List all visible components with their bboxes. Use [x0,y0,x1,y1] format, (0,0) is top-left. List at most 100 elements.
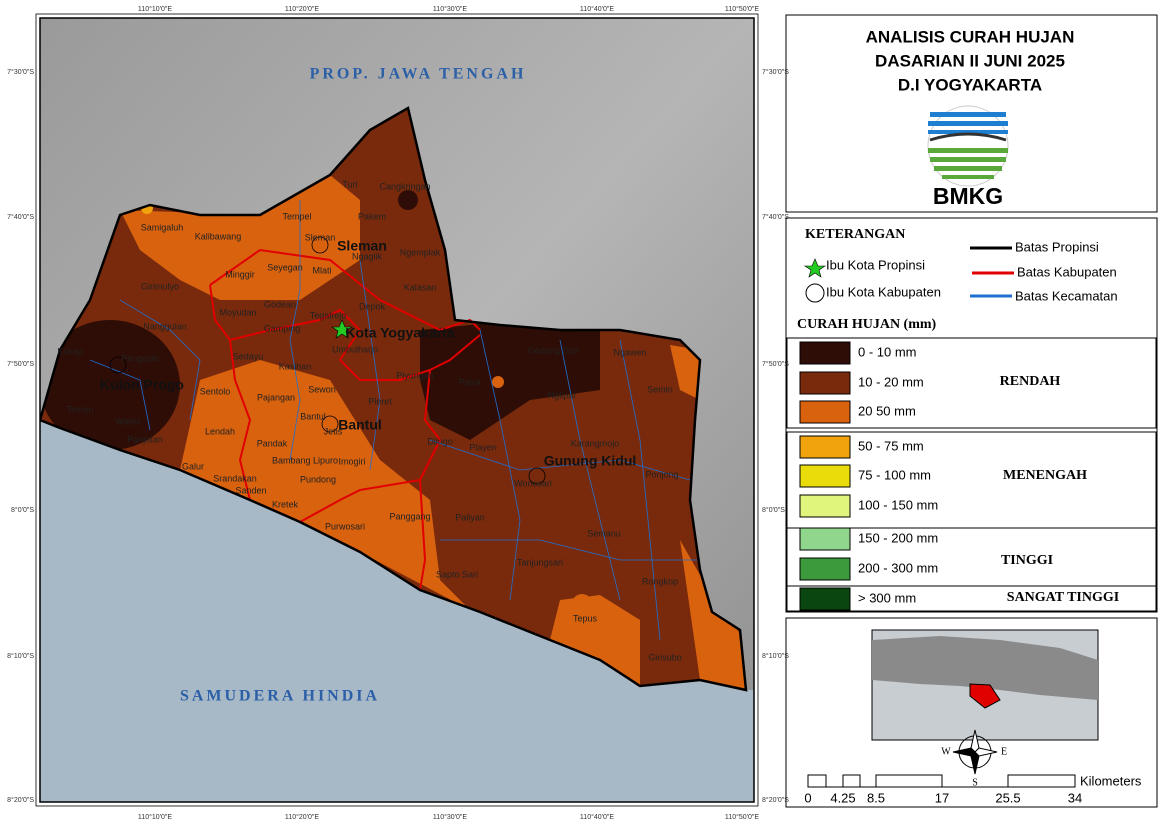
coord-right: 8°10'0"S [762,652,789,660]
coord-bottom: 110°30'0"E [433,813,467,821]
place-label: Pajangan [257,392,295,402]
place-label: Tegalrejo [310,310,347,320]
coord-left: 7°50'0"S [7,360,34,368]
legend-swatch [799,435,851,459]
place-label: Samigaluh [141,222,184,232]
place-label: Ngawen [613,347,646,357]
legend-group: MENENGAH [1003,468,1087,483]
place-label: Temon [66,404,93,414]
place-label: Sewon [308,384,336,394]
compass-letter: S [972,777,978,788]
legend-group: SANGAT TINGGI [1007,590,1119,605]
place-label: Wonosari [514,478,552,488]
coord-top: 110°50'0"E [725,5,759,13]
place-label: Seyegan [267,262,303,272]
map [40,18,754,802]
place-label: Tepus [573,613,598,623]
place-label: Paliyan [455,512,485,522]
place-label: Pundong [300,474,336,484]
place-label: Srandakan [213,473,257,483]
title-line: D.I YOGYAKARTA [898,75,1042,94]
legend-swatch [799,557,851,581]
legend-group: RENDAH [1000,374,1061,389]
place-label: Jetis [324,426,343,436]
coord-left: 7°40'0"S [7,213,34,221]
legend-class: > 300 mm [858,590,916,605]
legend-swatch [799,341,851,365]
coord-right: 8°20'0"S [762,796,789,804]
place-label: Semin [647,384,673,394]
sea-label: SAMUDERA HINDIA [180,688,380,705]
coord-bottom: 110°10'0"E [138,813,172,821]
scale-label: 25.5 [995,790,1020,805]
legend-class: 50 - 75 mm [858,438,924,453]
region-label: Kota Yogyakarta [345,325,454,341]
place-label: Tanjungsari [517,557,563,567]
legend-item: Batas Propinsi [1015,239,1099,254]
legend-item: Ibu Kota Kabupaten [826,284,941,299]
scale-label: 17 [935,790,949,805]
place-label: Patuk [458,377,482,387]
place-label: Panjatan [127,434,163,444]
rain-heading: CURAH HUJAN (mm) [797,317,937,332]
place-label: Semanu [587,528,621,538]
place-label: Playen [469,442,497,452]
coord-left: 7°30'0"S [7,68,34,76]
scale-label: 0 [804,790,811,805]
province-label: PROP. JAWA TENGAH [310,66,527,83]
legend-swatch [799,587,851,611]
place-label: Tempel [282,211,311,221]
region-label: Gunung Kidul [544,453,637,469]
place-label: Ponjong [645,469,678,479]
place-label: Ngemplak [400,247,441,257]
coord-bottom: 110°20'0"E [285,813,319,821]
place-label: Purwosari [325,521,365,531]
legend-swatch [799,494,851,518]
place-label: Mlati [312,265,331,275]
legend-swatch [799,400,851,424]
legend-heading: KETERANGAN [805,227,905,242]
place-label: Imogiri [338,456,365,466]
title-line: ANALISIS CURAH HUJAN [866,27,1075,46]
place-label: Nanggulan [143,321,187,331]
place-label: Kalibawang [195,231,242,241]
bmkg-logo [927,105,1009,187]
place-label: Turi [342,179,357,189]
legend-item: Batas Kecamatan [1015,288,1118,303]
legend-class: 200 - 300 mm [858,560,938,575]
place-label: Godean [264,299,296,309]
place-label: Girisubo [648,652,682,662]
place-label: Bambang Lipuro [272,455,338,465]
coord-right: 7°30'0"S [762,68,789,76]
coord-bottom: 110°40'0"E [580,813,614,821]
compass-letter: W [941,746,951,757]
place-label: Piyungan [396,370,434,380]
legend-swatch [799,527,851,551]
place-label: Pandak [257,438,288,448]
place-label: Gedang Sari [528,345,579,355]
coord-top: 110°20'0"E [285,5,319,13]
coord-right: 8°0'0"S [762,506,785,514]
scale-label: 4.25 [830,790,855,805]
place-label: Cangkringan [379,181,430,191]
place-label: Kalasan [404,282,437,292]
compass-letter: E [1001,746,1007,757]
coord-bottom: 110°50'0"E [725,813,759,821]
scale-label: 34 [1068,790,1082,805]
legend-swatch [799,371,851,395]
place-label: Pengasih [121,353,159,363]
place-label: Kokap [57,346,83,356]
coord-right: 7°40'0"S [762,213,789,221]
place-label: Depok [359,301,386,311]
legend-class: 20 50 mm [858,403,916,418]
place-label: Sleman [305,232,336,242]
place-label: Panggang [389,511,430,521]
place-label: Kasihan [279,361,312,371]
legend-group: TINGGI [1001,553,1053,568]
place-label: Minggir [225,269,255,279]
place-label: Sedayu [233,351,264,361]
coord-top: 110°30'0"E [433,5,467,13]
place-label: Rongkop [642,576,678,586]
coord-left: 8°10'0"S [7,652,34,660]
